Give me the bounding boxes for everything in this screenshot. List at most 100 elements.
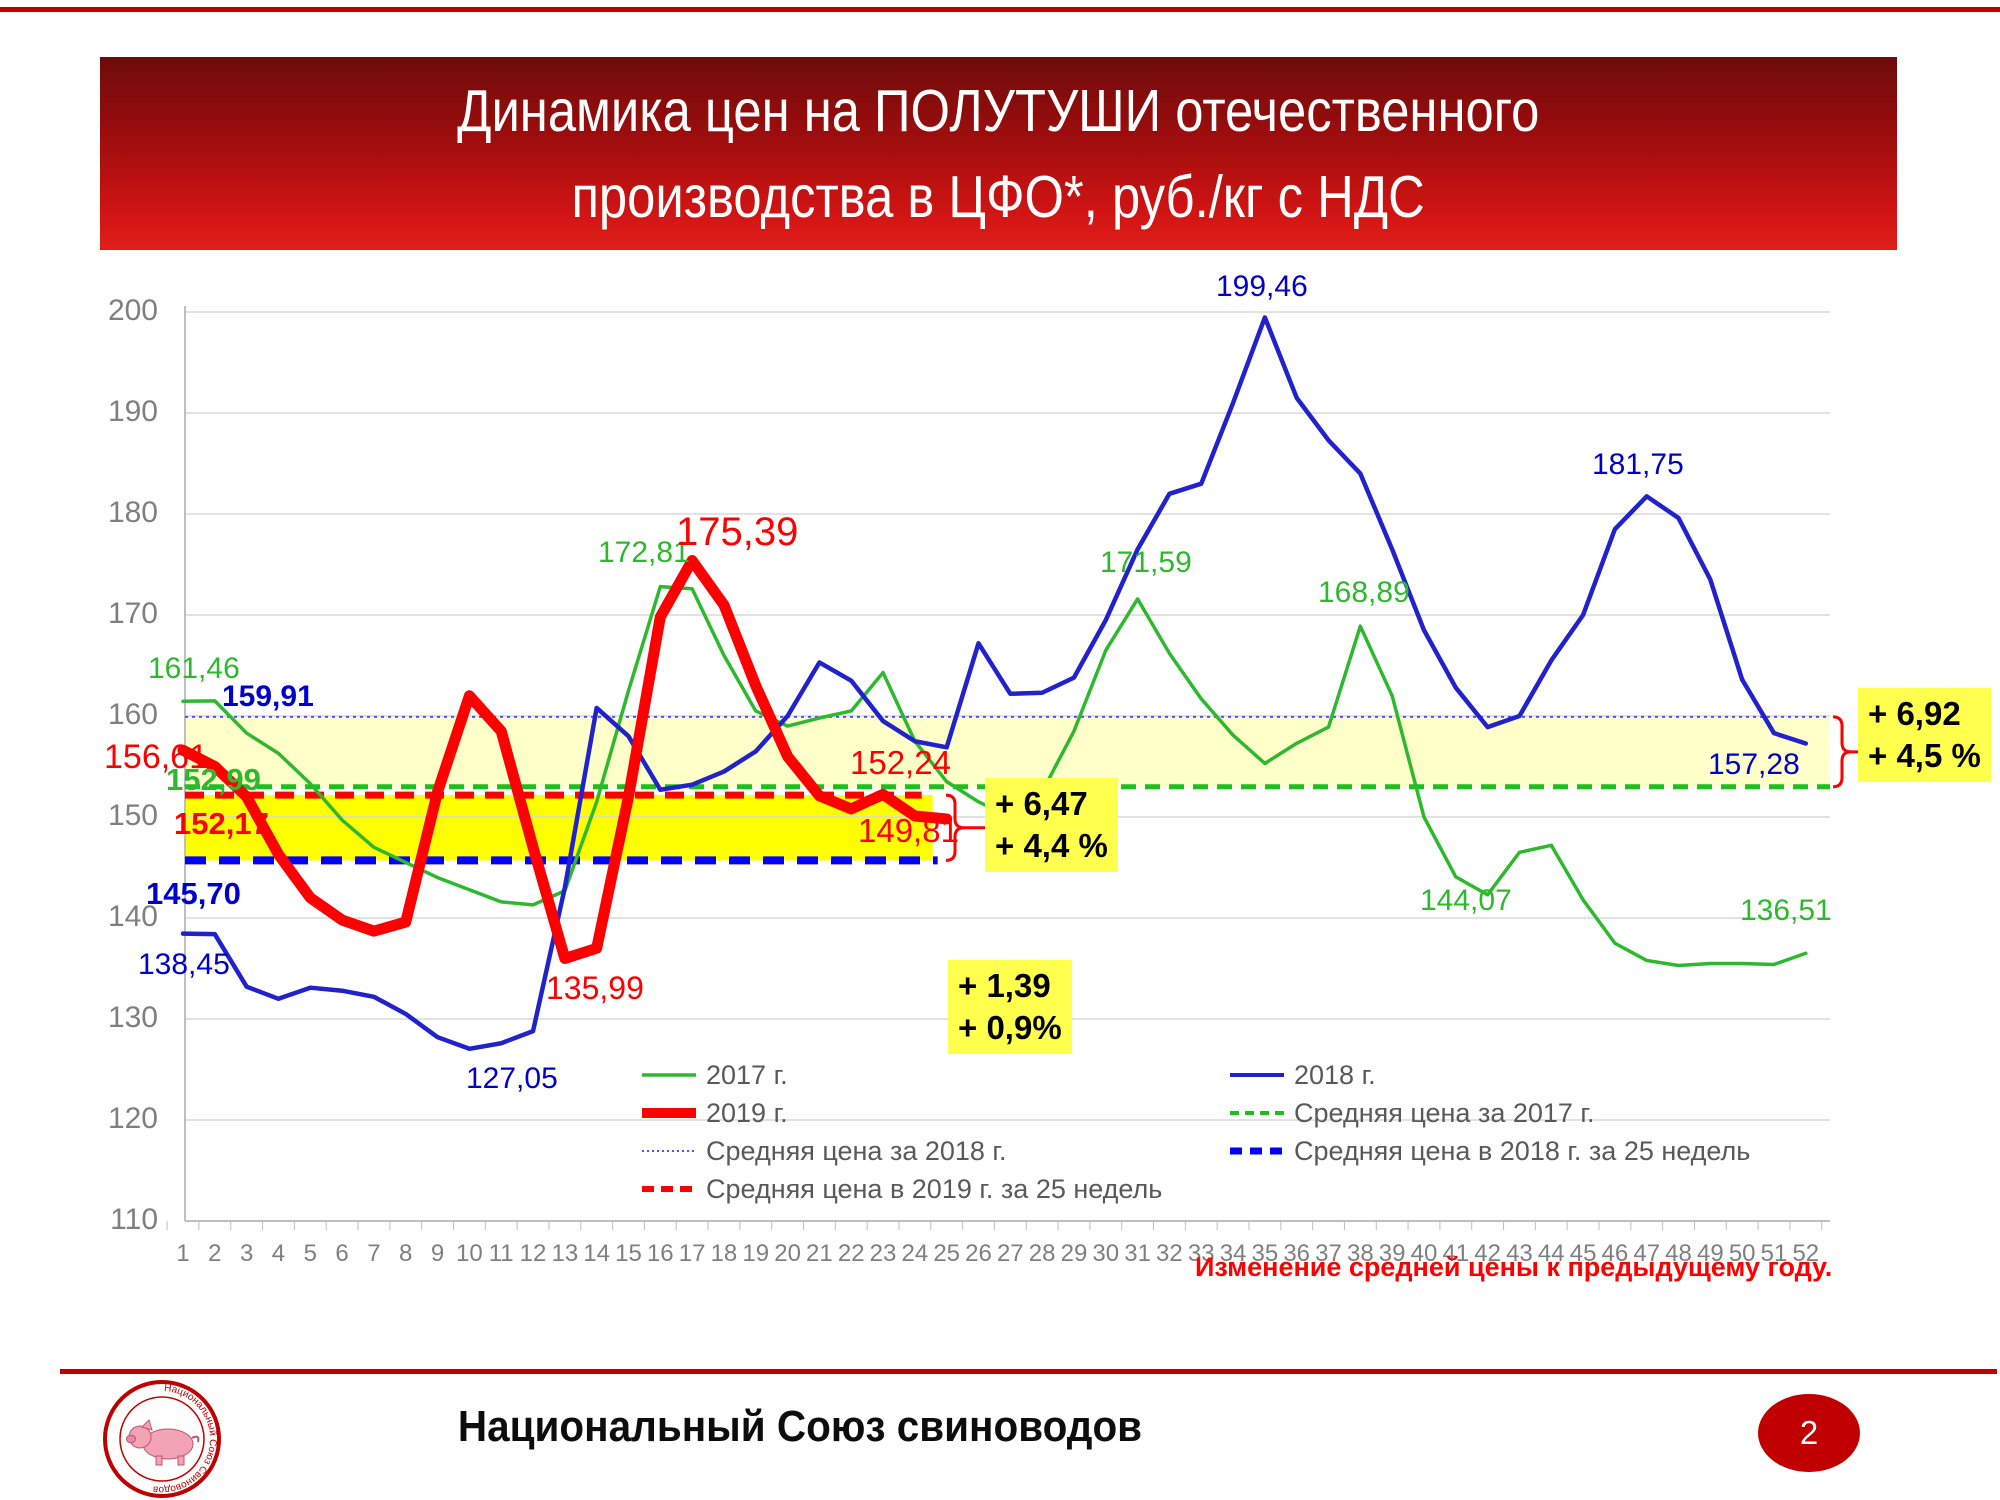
x-tick-label-46: 46 [1601,1240,1629,1267]
x-tick-label-29: 29 [1060,1240,1088,1267]
legend-item-Средняя цена в 2018 г. за 25 недель: Средняя цена в 2018 г. за 25 недель [1228,1134,1750,1168]
x-tick-label-38: 38 [1346,1240,1374,1267]
x-tick-label-27: 27 [996,1240,1024,1267]
y-tick-label-150: 150 [107,799,158,832]
legend-item-2017 г.: 2017 г. [640,1058,788,1092]
value-label-144,07: 144,07 [1420,884,1512,917]
x-tick-label-52: 52 [1792,1240,1820,1267]
x-tick-label-47: 47 [1633,1240,1661,1267]
y-tick-label-180: 180 [107,496,158,529]
x-tick-label-45: 45 [1569,1240,1597,1267]
value-label-135,99: 135,99 [546,970,644,1006]
value-label-152,24: 152,24 [850,744,951,781]
annotation-delta-25w: + 6,47 + 4,4 % [985,778,1118,872]
annotation-line: + 6,47 [995,785,1088,822]
note-average-price-change: Изменение средней цены к предыдущему год… [1195,1252,1833,1282]
x-tick-label-49: 49 [1697,1240,1724,1267]
y-tick-label-120: 120 [107,1102,158,1135]
nss-pig-logo: Национальный Союз Свиноводов [103,1380,221,1498]
x-tick-label-43: 43 [1506,1240,1533,1267]
x-tick-label-48: 48 [1665,1240,1692,1267]
x-tick-label-8: 8 [399,1240,413,1267]
x-tick-label-30: 30 [1092,1240,1120,1267]
value-label-127,05: 127,05 [466,1062,558,1095]
page-title-line-2: производства в ЦФО*, руб./кг с НДС [571,163,1426,230]
x-tick-label-37: 37 [1315,1240,1342,1267]
x-tick-label-26: 26 [965,1240,992,1267]
x-tick-label-18: 18 [710,1240,738,1267]
x-tick-label-7: 7 [367,1240,381,1267]
page-title-line-1: Динамика цен на ПОЛУТУШИ отечественного [457,77,1540,144]
x-tick-label-13: 13 [551,1240,579,1267]
legend-item-Средняя цена за 2018 г.: Средняя цена за 2018 г. [640,1134,1006,1168]
x-tick-label-3: 3 [239,1240,254,1267]
y-tick-label-200: 200 [107,294,158,327]
y-tick-label-170: 170 [107,597,158,630]
x-tick-label-40: 40 [1410,1240,1438,1267]
x-tick-label-9: 9 [430,1240,445,1267]
y-tick-label-110: 110 [110,1203,158,1236]
x-tick-label-32: 32 [1156,1240,1183,1267]
value-label-152,17: 152,17 [174,806,269,841]
footer-organization: Национальный Союз свиноводов [457,1402,1143,1451]
value-label-156,61: 156,61 [104,738,208,776]
y-tick-label-140: 140 [107,900,158,933]
legend-marker [1230,1111,1284,1115]
x-tick-label-16: 16 [646,1240,674,1267]
value-label-161,46: 161,46 [148,652,240,685]
value-label-152,99: 152,99 [166,762,261,797]
x-tick-label-17: 17 [678,1240,706,1267]
chart-canvas [166,306,1861,1230]
legend-marker [642,1108,696,1118]
series-line-2018 г. [180,315,1809,1052]
legend-label: 2019 г. [706,1097,788,1128]
x-tick-label-12: 12 [519,1240,547,1267]
x-tick-label-35: 35 [1251,1240,1279,1267]
x-tick-label-19: 19 [742,1240,770,1267]
legend-label: Средняя цена в 2019 г. за 25 недель [706,1173,1163,1204]
value-label-172,81: 172,81 [598,536,690,569]
x-tick-label-31: 31 [1124,1240,1151,1267]
legend-label: Средняя цена за 2017 г. [1294,1097,1595,1128]
x-tick-label-33: 33 [1187,1240,1215,1267]
x-tick-label-5: 5 [303,1240,317,1267]
legend-marker [642,1073,696,1077]
x-tick-label-50: 50 [1728,1240,1756,1267]
x-tick-label-21: 21 [806,1240,833,1267]
y-tick-label-130: 130 [107,1001,158,1034]
legend-label: Средняя цена в 2018 г. за 25 недель [1294,1135,1751,1166]
value-label-175,39: 175,39 [676,510,799,554]
value-label-171,59: 171,59 [1100,546,1192,579]
value-label-157,28: 157,28 [1708,748,1800,781]
x-tick-label-42: 42 [1474,1240,1501,1267]
x-tick-label-24: 24 [901,1240,929,1267]
top-accent-line [0,7,2000,12]
value-label-181,75: 181,75 [1592,448,1684,481]
highlight-band-1 [185,716,1830,787]
value-label-145,70: 145,70 [146,876,241,911]
legend-label: 2017 г. [706,1059,788,1090]
x-tick-label-2: 2 [208,1240,222,1267]
x-tick-label-11: 11 [488,1240,514,1267]
annotation-line: + 4,5 % [1868,736,1981,774]
x-tick-label-39: 39 [1378,1240,1406,1267]
legend-marker [1230,1147,1284,1155]
x-tick-label-22: 22 [837,1240,865,1267]
x-tick-label-23: 23 [869,1240,897,1267]
x-tick-label-28: 28 [1028,1240,1056,1267]
brace-2 [1832,715,1852,789]
x-tick-label-6: 6 [335,1240,349,1267]
x-tick-label-14: 14 [583,1240,610,1267]
annotation-line: + 0,9% [958,1008,1062,1046]
legend-item-2018 г.: 2018 г. [1228,1058,1376,1092]
x-tick-label-34: 34 [1219,1240,1247,1267]
x-tick-label-15: 15 [615,1240,642,1267]
value-label-138,45: 138,45 [138,948,230,981]
footer-rule [60,1369,1997,1374]
x-tick-label-4: 4 [271,1240,286,1267]
legend-label: 2018 г. [1294,1059,1376,1090]
value-label-149,81: 149,81 [858,812,959,849]
title-banner: Динамика цен на ПОЛУТУШИ отечественного … [100,57,1897,250]
legend-marker [1230,1073,1284,1077]
